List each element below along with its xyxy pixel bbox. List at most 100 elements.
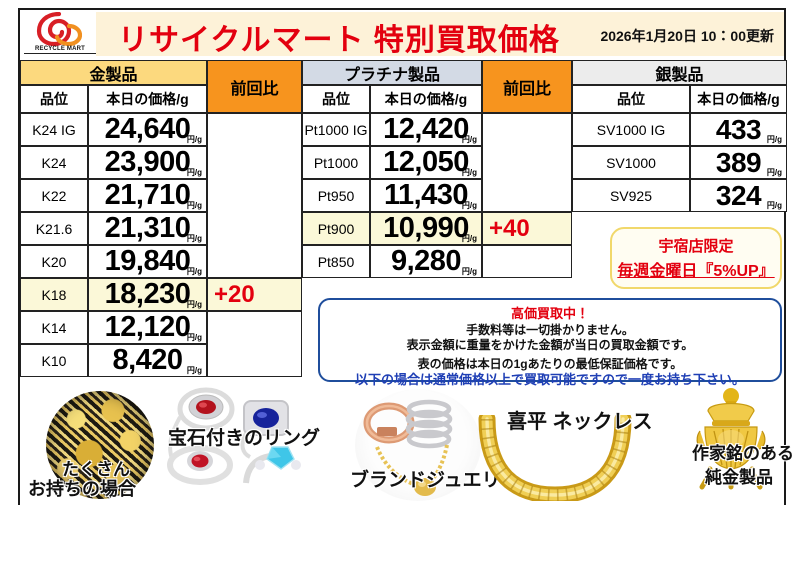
title-band: リサイクルマート 特別買取価格 2026年1月20日 10：00更新 (96, 12, 784, 57)
group-header-platinum: プラチナ製品 (302, 60, 482, 85)
unit-label: 円/g (461, 267, 477, 276)
gold-price-1: 23,900 円/g (88, 146, 207, 179)
notice-box: 高価買取中！ 手数料等は一切掛かりません。 表示金額に重量をかけた金額が当日の買… (318, 298, 782, 387)
notice-line-5: 以下の場合は通常価格以上で買取可能ですので一度お持ち下さい。 (354, 372, 745, 387)
pure-gold-caption-2: 純金製品 (705, 468, 773, 487)
silver-price-2: 324 円/g (690, 179, 787, 212)
subheader-silver-price: 本日の価格/g (690, 85, 787, 113)
silver-price-1-value: 389 (715, 147, 762, 178)
platinum-delta: +40 (482, 212, 572, 245)
unit-label: 円/g (766, 201, 782, 210)
notice-line-4: 表の価格は本日の1gあたりの最低保証価格です。 (417, 357, 683, 371)
subheader-gold-grade: 品位 (20, 85, 88, 113)
gold-price-4: 19,840 円/g (88, 245, 207, 278)
platinum-price-3: 10,990 円/g (370, 212, 482, 245)
gold-grade-2: K22 (20, 179, 88, 212)
gem-rings-caption: 宝石付きのリング (168, 428, 321, 449)
unit-label: 円/g (186, 300, 202, 309)
platinum-grade-0: Pt1000 IG (302, 113, 370, 146)
gold-price-2: 21,710 円/g (88, 179, 207, 212)
gold-price-6-value: 12,120 (104, 311, 191, 343)
gold-price-4-value: 19,840 (104, 245, 191, 277)
gold-delta: +20 (207, 278, 302, 311)
gold-scrap-photo (46, 391, 154, 499)
platinum-grade-1: Pt1000 (302, 146, 370, 179)
gold-scrap-caption-2: お持ちの場合 (28, 479, 136, 499)
unit-label: 円/g (766, 168, 782, 177)
poster-header: RECYCLE MART リサイクルマート 特別買取価格 2026年1月20日 … (20, 10, 784, 60)
gold-grade-5: K18 (20, 278, 88, 311)
gold-price-3: 21,310 円/g (88, 212, 207, 245)
page-title: リサイクルマート 特別買取価格 (118, 24, 560, 57)
platinum-price-1: 12,050 円/g (370, 146, 482, 179)
silver-price-1: 389 円/g (690, 146, 787, 179)
gold-grade-6: K14 (20, 311, 88, 344)
gold-price-6: 12,120 円/g (88, 311, 207, 344)
brand-jewelry-caption: ブランドジュエリー (350, 470, 520, 491)
group-header-prev-platinum: 前回比 (482, 60, 572, 113)
platinum-price-4-value: 9,280 (390, 245, 462, 277)
unit-label: 円/g (186, 135, 202, 144)
gold-price-1-value: 23,900 (104, 146, 191, 178)
platinum-price-1-value: 12,050 (383, 146, 469, 178)
pure-gold-artwork-photo (692, 387, 770, 491)
silver-price-0: 433 円/g (690, 113, 787, 146)
unit-label: 円/g (461, 201, 477, 210)
platinum-grade-4: Pt850 (302, 245, 370, 278)
gold-price-7: 8,420 円/g (88, 344, 207, 377)
silver-price-0-value: 433 (715, 114, 762, 145)
unit-label: 円/g (766, 135, 782, 144)
platinum-price-2-value: 11,430 (383, 179, 469, 211)
recycle-mart-logo-icon (36, 12, 82, 46)
logo-caption: RECYCLE MART (24, 46, 96, 54)
gold-grade-7: K10 (20, 344, 88, 377)
platinum-prev-blank-top (482, 113, 572, 212)
kihei-necklace-photo (475, 410, 635, 504)
unit-label: 円/g (186, 333, 202, 342)
unit-label: 円/g (461, 135, 477, 144)
gold-grade-4: K20 (20, 245, 88, 278)
unit-label: 円/g (186, 267, 202, 276)
platinum-grade-2: Pt950 (302, 179, 370, 212)
gold-prev-blank-top (207, 113, 302, 278)
unit-label: 円/g (461, 234, 477, 243)
gold-price-5-value: 18,230 (104, 278, 191, 310)
price-table: 金製品 前回比 プラチナ製品 前回比 銀製品 品位 本日の価格/g 品位 本日の価格/g 品位 本日… (20, 60, 787, 385)
gold-price-3-value: 21,310 (104, 212, 191, 244)
gold-price-0: 24,640 円/g (88, 113, 207, 146)
brand-logo: RECYCLE MART (24, 12, 96, 60)
silver-grade-0: SV1000 IG (572, 113, 690, 146)
notice-line-3: 表示金額に重量をかけた金額が当日の買取金額です。 (406, 338, 694, 352)
group-header-gold: 金製品 (20, 60, 207, 85)
promo-line-1: 宇宿店限定 (658, 238, 734, 255)
unit-label: 円/g (186, 366, 202, 375)
platinum-price-2: 11,430 円/g (370, 179, 482, 212)
platinum-grade-3: Pt900 (302, 212, 370, 245)
unit-label: 円/g (461, 168, 477, 177)
gold-price-7-value: 8,420 (112, 344, 183, 376)
platinum-price-0: 12,420 円/g (370, 113, 482, 146)
pure-gold-caption-1: 作家銘のある (692, 444, 794, 463)
silver-grade-2: SV925 (572, 179, 690, 212)
subheader-gold-price: 本日の価格/g (88, 85, 207, 113)
gold-scrap-caption-1: たくさん (62, 460, 130, 479)
gold-prev-blank-bottom (207, 311, 302, 377)
gold-price-2-value: 21,710 (104, 179, 191, 211)
kihei-necklace-caption: 喜平 ネックレス (507, 411, 653, 433)
photo-strip: たくさん お持ちの場合 (20, 387, 794, 505)
promo-line-2: 毎週金曜日『5%UP』 (617, 263, 775, 280)
subheader-platinum-price: 本日の価格/g (370, 85, 482, 113)
gold-grade-1: K24 (20, 146, 88, 179)
gem-rings-photo (160, 387, 320, 503)
unit-label: 円/g (186, 201, 202, 210)
gold-grade-3: K21.6 (20, 212, 88, 245)
updated-timestamp: 2026年1月20日 10：00更新 (600, 28, 774, 44)
silver-price-2-value: 324 (715, 180, 762, 211)
brand-jewelry-photo (355, 389, 481, 501)
silver-grade-1: SV1000 (572, 146, 690, 179)
price-poster: RECYCLE MART リサイクルマート 特別買取価格 2026年1月20日 … (18, 8, 794, 505)
platinum-price-3-value: 10,990 (383, 212, 469, 244)
subheader-silver-grade: 品位 (572, 85, 690, 113)
gold-grade-0: K24 IG (20, 113, 88, 146)
notice-line-1: 高価買取中！ (510, 306, 589, 321)
